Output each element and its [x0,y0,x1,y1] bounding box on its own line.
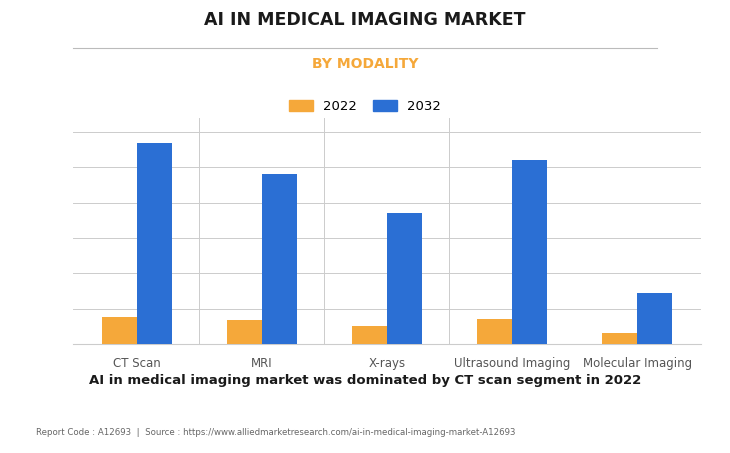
Bar [387,213,422,344]
Bar [101,318,137,344]
Bar [262,174,297,344]
Text: AI in medical imaging market was dominated by CT scan segment in 2022: AI in medical imaging market was dominat… [89,374,641,387]
Bar [637,294,672,344]
Text: BY MODALITY: BY MODALITY [312,57,418,71]
Text: AI IN MEDICAL IMAGING MARKET: AI IN MEDICAL IMAGING MARKET [204,11,526,29]
Text: Report Code : A12693  |  Source : https://www.alliedmarketresearch.com/ai-in-med: Report Code : A12693 | Source : https://… [36,428,516,437]
Bar [512,160,547,344]
Bar [227,320,262,344]
Bar [137,143,172,344]
Legend: 2022, 2032: 2022, 2032 [284,95,446,119]
Bar [602,333,637,344]
Bar [477,319,512,344]
Bar [352,326,387,344]
